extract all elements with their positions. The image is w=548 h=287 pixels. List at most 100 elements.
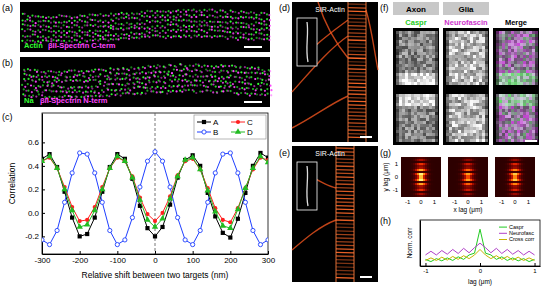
fluorescence-spot bbox=[32, 75, 34, 77]
fluorescence-spot bbox=[97, 75, 99, 77]
fluorescence-spot bbox=[201, 90, 203, 92]
image-pixel bbox=[396, 49, 399, 52]
image-pixel bbox=[402, 40, 405, 43]
fluorescence-spot bbox=[128, 27, 130, 29]
image-pixel bbox=[426, 64, 429, 67]
fluorescence-spot bbox=[37, 85, 39, 87]
fluorescence-spot bbox=[123, 73, 125, 75]
fluorescence-spot bbox=[266, 38, 268, 40]
image-pixel bbox=[458, 40, 461, 43]
image-pixel bbox=[461, 82, 464, 85]
image-pixel bbox=[423, 103, 426, 106]
image-pixel bbox=[470, 61, 473, 64]
panel-label: (h) bbox=[380, 216, 391, 226]
fluorescence-spot bbox=[220, 85, 222, 87]
fluorescence-spot bbox=[154, 75, 156, 77]
image-pixel bbox=[432, 31, 435, 34]
image-pixel bbox=[446, 61, 449, 64]
image-pixel bbox=[473, 43, 476, 46]
image-pixel bbox=[426, 31, 429, 34]
fluorescence-spot bbox=[148, 81, 150, 83]
image-pixel bbox=[429, 49, 432, 52]
fluorescence-spot bbox=[219, 9, 221, 11]
fluorescence-spot bbox=[258, 18, 260, 20]
fluorescence-spot bbox=[32, 33, 34, 35]
image-pixel bbox=[423, 52, 426, 55]
fluorescence-spot bbox=[95, 30, 97, 32]
image-pixel bbox=[414, 94, 417, 97]
fluorescence-spot bbox=[219, 29, 221, 31]
image-pixel bbox=[423, 112, 426, 115]
image-pixel bbox=[411, 40, 414, 43]
fluorescence-spot bbox=[56, 81, 58, 83]
fluorescence-spot bbox=[222, 82, 224, 84]
fluorescence-spot bbox=[22, 23, 24, 25]
image-pixel bbox=[452, 67, 455, 70]
fluorescence-spot bbox=[78, 26, 80, 28]
fluorescence-spot bbox=[192, 65, 194, 67]
image-pixel bbox=[405, 61, 408, 64]
image-pixel bbox=[482, 43, 485, 46]
fluorescence-spot bbox=[212, 15, 214, 17]
image-pixel bbox=[473, 34, 476, 37]
fluorescence-spot bbox=[29, 16, 31, 18]
fluorescence-spot bbox=[224, 36, 226, 38]
actin-ring bbox=[348, 15, 366, 16]
fluorescence-spot bbox=[89, 18, 91, 20]
fluorescence-spot bbox=[86, 34, 88, 36]
fluorescence-spot bbox=[107, 89, 109, 91]
image-pixel bbox=[446, 55, 449, 58]
fluorescence-spot bbox=[187, 9, 189, 11]
fluorescence-spot bbox=[156, 91, 158, 93]
fluorescence-spot bbox=[156, 30, 158, 32]
image-pixel bbox=[452, 58, 455, 61]
image-pixel bbox=[423, 121, 426, 124]
image-pixel bbox=[405, 55, 408, 58]
image-pixel bbox=[402, 70, 405, 73]
fluorescence-spot bbox=[211, 26, 213, 28]
fluorescence-spot bbox=[161, 14, 163, 16]
image-pixel bbox=[411, 43, 414, 46]
fluorescence-spot bbox=[24, 80, 26, 82]
image-pixel bbox=[420, 61, 423, 64]
fluorescence-spot bbox=[261, 28, 263, 30]
fluorescence-spot bbox=[256, 88, 258, 90]
image-pixel bbox=[467, 70, 470, 73]
image-pixel bbox=[414, 109, 417, 112]
image-pixel bbox=[411, 61, 414, 64]
fluorescence-spot bbox=[165, 32, 167, 34]
fluorescence-spot bbox=[167, 74, 169, 76]
image-pixel bbox=[449, 55, 452, 58]
image-pixel bbox=[399, 46, 402, 49]
fluorescence-spot bbox=[24, 13, 26, 15]
figure: (a)(b)(c)(d)(e)(f)(g)(h)ActinβII-Spectri… bbox=[0, 0, 548, 287]
image-pixel bbox=[408, 61, 411, 64]
image-pixel bbox=[458, 67, 461, 70]
image-pixel bbox=[485, 37, 488, 40]
image-pixel bbox=[426, 79, 429, 82]
image-pixel bbox=[429, 121, 432, 124]
fluorescence-spot bbox=[98, 69, 100, 71]
fluorescence-spot bbox=[51, 82, 53, 84]
image-pixel bbox=[470, 34, 473, 37]
image-pixel bbox=[402, 31, 405, 34]
image-pixel bbox=[420, 58, 423, 61]
image-pixel bbox=[429, 118, 432, 121]
image-pixel bbox=[446, 94, 449, 97]
fluorescence-spot bbox=[161, 25, 163, 27]
fluorescence-spot bbox=[200, 75, 202, 77]
fluorescence-spot bbox=[84, 31, 86, 33]
fluorescence-spot bbox=[162, 85, 164, 87]
fluorescence-spot bbox=[268, 14, 270, 16]
fluorescence-spot bbox=[34, 31, 36, 33]
image-pixel bbox=[405, 67, 408, 70]
fluorescence-spot bbox=[45, 89, 47, 91]
image-pixel bbox=[458, 37, 461, 40]
fluorescence-spot bbox=[84, 34, 86, 36]
fluorescence-spot bbox=[180, 36, 182, 38]
fluorescence-spot bbox=[74, 24, 76, 26]
actin-ring bbox=[348, 62, 366, 63]
image-pixel bbox=[414, 70, 417, 73]
image-pixel bbox=[432, 124, 435, 127]
image-pixel bbox=[467, 76, 470, 79]
